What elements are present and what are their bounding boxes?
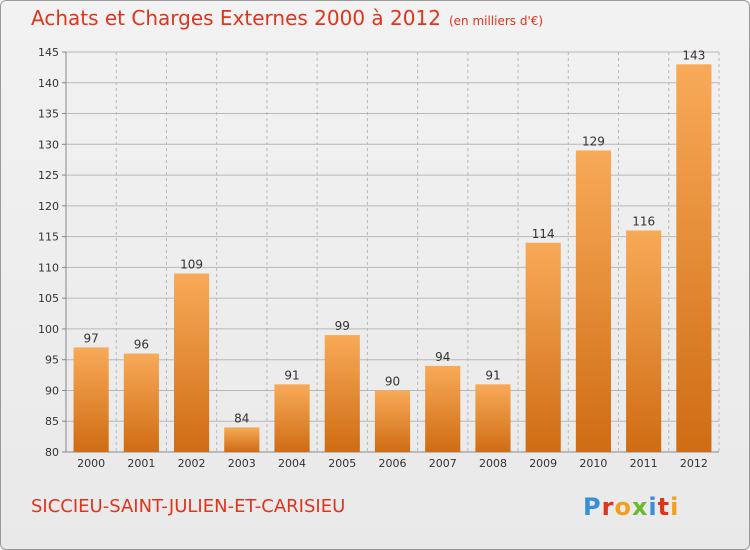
data-label-2007: 94 bbox=[435, 350, 450, 364]
data-label-2005: 99 bbox=[335, 319, 350, 333]
chart-title: Achats et Charges Externes 2000 à 2012 (e… bbox=[31, 6, 543, 30]
y-tick-label: 110 bbox=[38, 261, 59, 274]
data-label-2006: 90 bbox=[385, 374, 400, 388]
x-tick-label-2000: 2000 bbox=[77, 457, 105, 470]
bar-2008 bbox=[475, 384, 511, 452]
bar-2001 bbox=[123, 353, 159, 452]
commune-name: SICCIEU-SAINT-JULIEN-ET-CARISIEU bbox=[31, 496, 346, 517]
x-tick-label-2001: 2001 bbox=[127, 457, 155, 470]
x-tick-label-2012: 2012 bbox=[680, 457, 708, 470]
x-tick-label-2004: 2004 bbox=[278, 457, 306, 470]
y-tick-label: 135 bbox=[38, 108, 59, 121]
logo-letter: t bbox=[657, 493, 671, 521]
data-label-2001: 96 bbox=[134, 338, 149, 352]
logo-letter: r bbox=[601, 493, 615, 521]
y-tick-label: 105 bbox=[38, 292, 59, 305]
data-label-2003: 84 bbox=[234, 411, 249, 425]
y-tick-label: 130 bbox=[38, 138, 59, 151]
x-tick-label-2011: 2011 bbox=[630, 457, 658, 470]
y-tick-label: 125 bbox=[38, 169, 59, 182]
y-tick-label: 115 bbox=[38, 231, 59, 244]
data-label-2002: 109 bbox=[180, 258, 203, 272]
x-tick-label-2006: 2006 bbox=[379, 457, 407, 470]
axes: 80 85 90 95 100 105 110 115 120 125 130 135 140 145 20… bbox=[38, 46, 719, 470]
data-label-2010: 129 bbox=[582, 134, 605, 148]
x-tick-label-2010: 2010 bbox=[579, 457, 607, 470]
x-tick-label-2009: 2009 bbox=[529, 457, 557, 470]
y-tick-label: 85 bbox=[45, 415, 59, 428]
logo-letter: o bbox=[614, 493, 632, 521]
bar-2006 bbox=[374, 390, 411, 452]
y-tick-label: 140 bbox=[38, 77, 59, 90]
x-tick-label-2002: 2002 bbox=[178, 457, 206, 470]
x-tick-label-2007: 2007 bbox=[429, 457, 457, 470]
logo-letter: i bbox=[670, 493, 680, 521]
chart-title-text: Achats et Charges Externes 2000 à 2012 bbox=[31, 6, 441, 30]
bar-2005 bbox=[324, 335, 360, 452]
logo-letter: x bbox=[631, 493, 649, 521]
data-label-2011: 116 bbox=[632, 214, 655, 228]
data-label-2000: 97 bbox=[83, 331, 98, 345]
proxiti-logo: Proxiti bbox=[583, 493, 679, 521]
y-tick-label: 90 bbox=[45, 384, 59, 397]
bar-2011 bbox=[626, 230, 662, 452]
bar-2000 bbox=[73, 347, 109, 452]
bars bbox=[73, 64, 712, 453]
bar-2007 bbox=[425, 365, 461, 452]
y-tick-label: 100 bbox=[38, 323, 59, 336]
bar-2003 bbox=[224, 427, 260, 452]
x-tick-label-2008: 2008 bbox=[479, 457, 507, 470]
y-tick-label: 80 bbox=[45, 446, 59, 459]
x-tick-label-2003: 2003 bbox=[228, 457, 256, 470]
data-labels: 97 96 109 84 91 99 90 94 91 114 129 116 143 bbox=[83, 48, 705, 425]
bar-2010 bbox=[575, 150, 612, 452]
bar-2009 bbox=[525, 242, 561, 452]
logo-letter: i bbox=[648, 493, 658, 521]
y-tick-label: 120 bbox=[38, 200, 59, 213]
x-tick-label-2005: 2005 bbox=[328, 457, 356, 470]
data-label-2008: 91 bbox=[485, 368, 500, 382]
y-tick-label: 145 bbox=[38, 46, 59, 59]
data-label-2009: 114 bbox=[532, 227, 555, 241]
data-label-2012: 143 bbox=[682, 48, 705, 62]
data-label-2004: 91 bbox=[284, 368, 299, 382]
bar-2002 bbox=[173, 273, 210, 452]
bar-2012 bbox=[676, 64, 712, 453]
chart-unit: (en milliers d'€) bbox=[448, 14, 544, 28]
bar-2004 bbox=[274, 384, 310, 452]
logo-letter: P bbox=[583, 493, 602, 521]
y-tick-label: 95 bbox=[45, 354, 59, 367]
